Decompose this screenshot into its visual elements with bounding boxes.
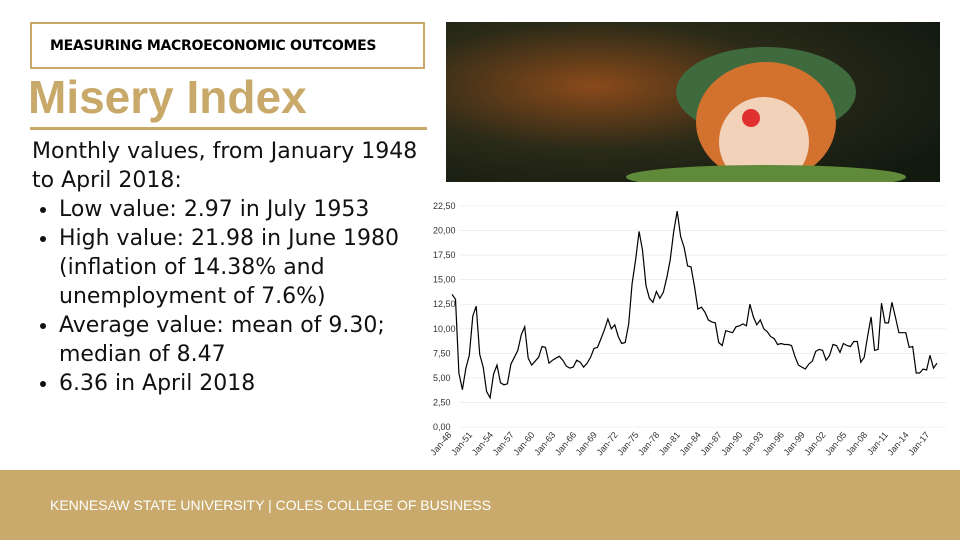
- x-tick-label: Jan-72: [594, 430, 619, 458]
- x-tick-label: Jan-96: [761, 430, 786, 458]
- x-tick-label: Jan-51: [449, 430, 474, 458]
- x-tick-label: Jan-78: [636, 430, 661, 458]
- y-tick-label: 22,50: [433, 201, 456, 211]
- y-tick-label: 0,00: [433, 422, 451, 432]
- y-tick-label: 12,50: [433, 299, 456, 309]
- x-tick-label: Jan-08: [844, 430, 869, 458]
- intro: Monthly values, from January 1948 to Apr…: [32, 139, 418, 193]
- x-tick-label: Jan-84: [678, 430, 703, 458]
- x-tick-label: Jan-14: [885, 430, 910, 458]
- x-tick-label: Jan-05: [823, 430, 848, 458]
- x-tick-label: Jan-17: [906, 430, 931, 458]
- bullet: 6.36 in April 2018: [59, 369, 422, 398]
- photo: [446, 22, 940, 182]
- chart: 0,00 2,50 5,00 7,50 10,00 12,50 15,00 17,50 20,0…: [428, 201, 946, 458]
- data-line: [451, 210, 938, 400]
- x-tick-label: Jan-87: [698, 430, 723, 458]
- x-tick-label: Jan-81: [657, 430, 682, 458]
- x-tick-label: Jan-66: [553, 430, 578, 458]
- x-tick-label: Jan-60: [511, 430, 536, 458]
- bullet: Low value: 2.97 in July 1953: [59, 195, 422, 224]
- x-tick-label: Jan-48: [428, 430, 453, 458]
- x-tick-label: Jan-93: [740, 430, 765, 458]
- y-tick-label: 7,50: [433, 348, 451, 358]
- bullet: Average value: mean of 9.30; median of 8…: [59, 311, 422, 369]
- body: Monthly values, from January 1948 to Apr…: [32, 137, 422, 398]
- footer-band: KENNESAW STATE UNIVERSITY | COLES COLLEG…: [0, 470, 960, 540]
- y-tick-label: 20,00: [433, 226, 456, 236]
- title: Misery Index: [28, 71, 307, 123]
- x-tick-label: Jan-75: [615, 430, 640, 458]
- bullet-list: Low value: 2.97 in July 1953High value: …: [32, 195, 422, 398]
- x-tick-label: Jan-90: [719, 430, 744, 458]
- footer-text: KENNESAW STATE UNIVERSITY | COLES COLLEG…: [50, 497, 492, 513]
- y-tick-label: 2,50: [433, 397, 451, 407]
- x-tick-label: Jan-02: [802, 430, 827, 458]
- y-tick-label: 10,00: [433, 324, 456, 334]
- x-tick-label: Jan-54: [470, 430, 495, 458]
- y-tick-label: 15,00: [433, 275, 456, 285]
- y-tick-label: 17,50: [433, 250, 456, 260]
- x-tick-label: Jan-99: [782, 430, 807, 458]
- header-label: MEASURING MACROECONOMIC OUTCOMES: [30, 22, 425, 69]
- bullet: High value: 21.98 in June 1980 (inflatio…: [59, 224, 422, 311]
- x-tick-label: Jan-69: [574, 430, 599, 458]
- x-tick-label: Jan-63: [532, 430, 557, 458]
- y-tick-label: 5,00: [433, 373, 451, 383]
- title-rule: [30, 127, 427, 130]
- x-tick-label: Jan-57: [491, 430, 516, 458]
